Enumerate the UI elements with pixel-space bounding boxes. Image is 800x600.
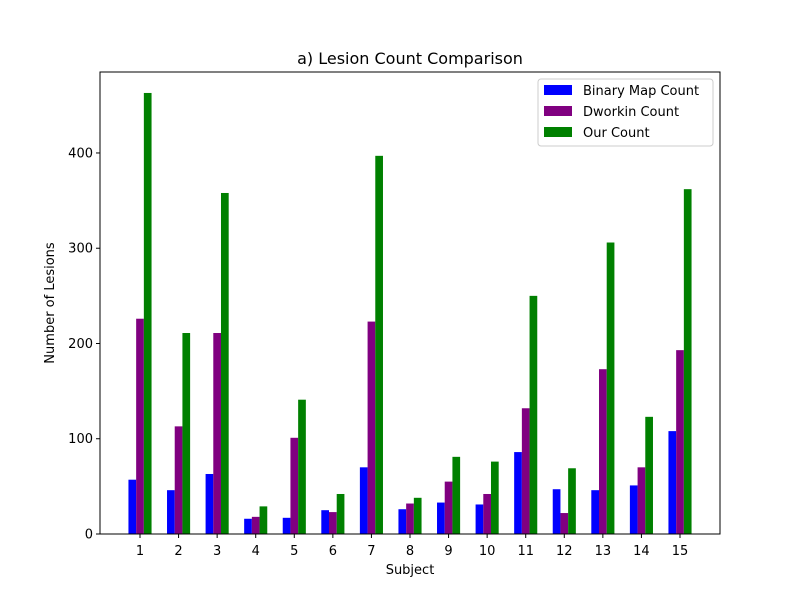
legend-box [537, 78, 714, 147]
bar-1-subject-3 [205, 473, 214, 534]
bar-2-subject-10 [483, 493, 491, 534]
x-axis: 1 2 3 4 5 6 7 8 9 10 11 12 13 14 15 [136, 534, 688, 559]
legend-swatch-1 [544, 85, 572, 95]
bar-3-subject-7 [375, 155, 383, 534]
bar-3-subject-8 [413, 497, 422, 534]
bar-1-subject-15 [668, 431, 677, 534]
x-tick-label: 4 [252, 544, 260, 559]
x-tick-label: 3 [213, 544, 221, 559]
x-tick-label: 1 [136, 544, 144, 559]
y-axis-label: Number of Lesions [43, 242, 58, 364]
x-tick-label: 5 [290, 544, 298, 559]
x-tick-label: 8 [406, 544, 414, 559]
legend-label-3: Our Count [583, 126, 650, 141]
bar-1-subject-5 [282, 517, 291, 534]
bar-3-subject-12 [568, 468, 576, 534]
legend-swatch-3 [544, 127, 572, 137]
bar-2-subject-12 [560, 513, 569, 534]
legend: Binary Map Count Dworkin Count Our Count [537, 78, 714, 147]
bar-1-subject-6 [321, 510, 330, 534]
bar-1-subject-9 [437, 502, 445, 534]
bar-1-subject-7 [359, 467, 368, 534]
bar-1-subject-13 [591, 490, 600, 534]
bar-1-subject-14 [629, 485, 638, 534]
bar-3-subject-14 [645, 416, 653, 534]
y-tick-label: 0 [85, 528, 93, 543]
bar-3-subject-4 [259, 506, 268, 534]
legend-swatch-2 [544, 106, 572, 116]
bar-2-subject-11 [521, 408, 530, 534]
bar-2-subject-4 [251, 516, 260, 534]
bar-3-subject-11 [529, 295, 538, 534]
y-tick-label: 300 [68, 242, 93, 257]
bar-2-subject-6 [329, 512, 337, 534]
bar-2-subject-8 [406, 503, 414, 534]
x-tick-label: 13 [595, 544, 612, 559]
bar-2-subject-13 [599, 369, 607, 534]
bar-1-subject-8 [398, 509, 407, 534]
bar-1-subject-11 [514, 452, 522, 534]
x-tick-label: 10 [479, 544, 496, 559]
bar-2-subject-5 [290, 437, 299, 534]
bar-1-subject-12 [552, 489, 561, 534]
bar-3-subject-5 [298, 399, 306, 534]
bar-3-subject-10 [490, 461, 499, 534]
x-tick-label: 9 [444, 544, 452, 559]
x-tick-label: 15 [672, 544, 689, 559]
bar-1-subject-10 [475, 504, 484, 534]
bar-1-subject-1 [128, 479, 137, 534]
bar-3-subject-9 [452, 456, 461, 534]
bar-3-subject-13 [606, 242, 615, 534]
bar-2-subject-1 [136, 318, 144, 534]
bar-1-subject-2 [167, 490, 175, 534]
x-axis-label: Subject [386, 563, 435, 578]
bar-2-subject-14 [637, 467, 646, 534]
bar-2-subject-3 [213, 333, 221, 534]
x-tick-label: 7 [367, 544, 375, 559]
x-tick-label: 2 [174, 544, 182, 559]
y-tick-label: 400 [68, 146, 93, 161]
y-axis: 0 100 200 300 400 [68, 146, 100, 543]
bars-group [128, 92, 692, 535]
bar-2-subject-2 [174, 426, 183, 534]
bar-3-subject-15 [683, 189, 692, 535]
bar-1-subject-4 [244, 518, 252, 534]
x-tick-label: 11 [517, 544, 534, 559]
x-tick-label: 6 [329, 544, 337, 559]
bar-3-subject-2 [182, 333, 191, 534]
y-tick-label: 100 [68, 432, 93, 447]
y-tick-label: 200 [68, 337, 93, 352]
bar-3-subject-6 [336, 493, 345, 534]
x-tick-label: 12 [556, 544, 573, 559]
bar-3-subject-3 [220, 192, 229, 535]
bar-2-subject-9 [444, 481, 453, 534]
x-tick-label: 14 [633, 544, 650, 559]
bar-2-subject-7 [367, 321, 376, 534]
chart-title: a) Lesion Count Comparison [297, 49, 523, 68]
bar-3-subject-1 [143, 92, 152, 535]
bar-2-subject-15 [676, 350, 684, 534]
legend-label-1: Binary Map Count [583, 84, 699, 99]
legend-label-2: Dworkin Count [583, 105, 679, 120]
